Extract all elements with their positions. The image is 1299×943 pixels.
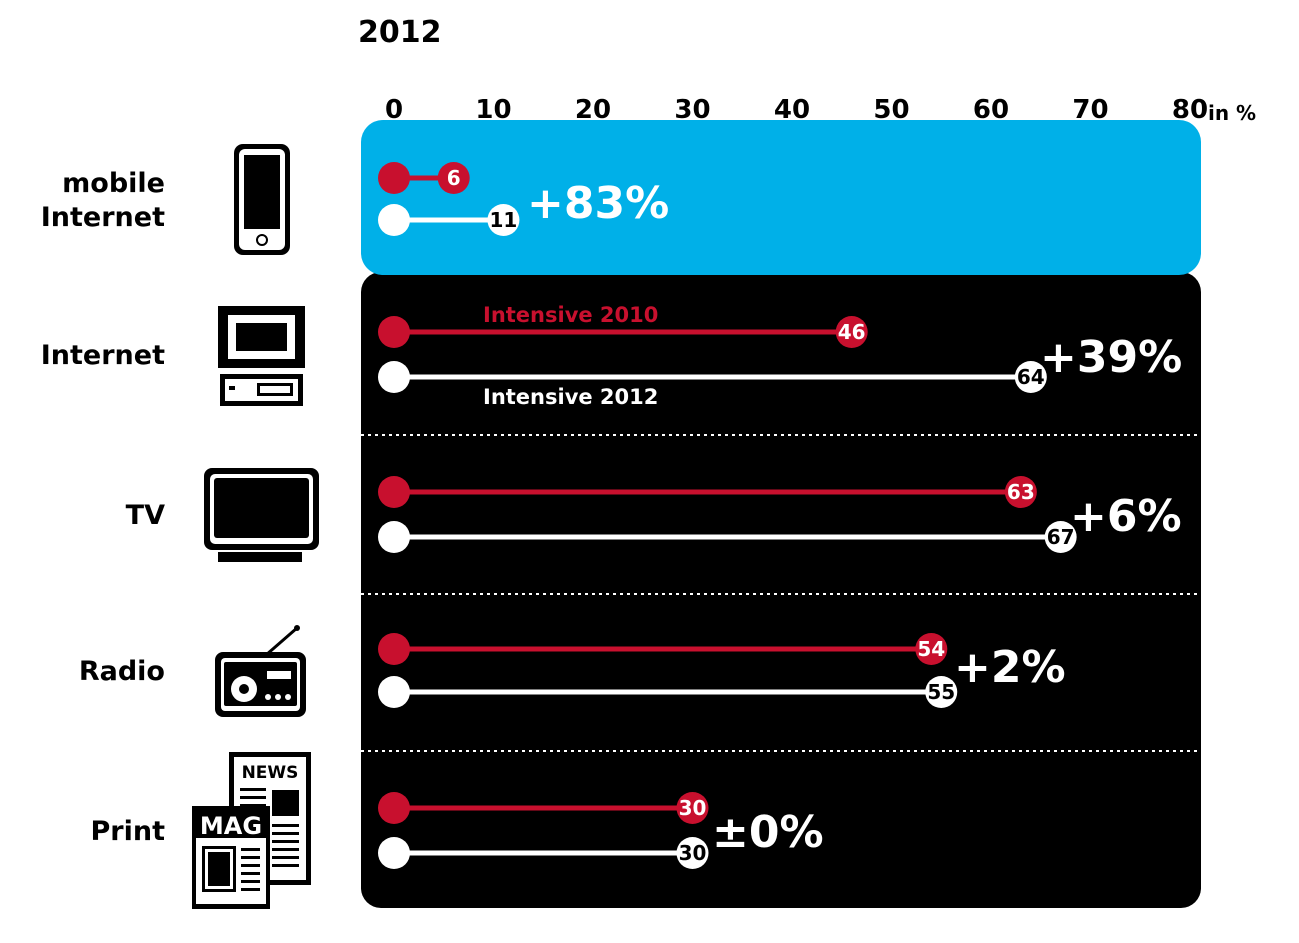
bar-2010-value-label: 6: [447, 166, 461, 190]
bar-2012-value-label: 64: [1017, 365, 1045, 389]
change-label: +83%: [527, 178, 669, 229]
change-label: +2%: [954, 642, 1066, 693]
bar-2012-value-label: 11: [490, 208, 518, 232]
change-label: +39%: [1040, 332, 1182, 383]
bar-2012-start-dot: [378, 837, 410, 869]
change-label: +6%: [1070, 491, 1182, 542]
category-label: Radio: [79, 656, 165, 687]
bar-2012-start-dot: [378, 521, 410, 553]
category-icons: NEWS MAG: [192, 144, 319, 909]
bar-2012-start-dot: [378, 361, 410, 393]
bar-2012-start-dot: [378, 676, 410, 708]
change-label: ±0%: [712, 807, 824, 858]
bar-2010-value-dot: [437, 162, 470, 194]
bar-2010-value-label: 30: [679, 796, 707, 820]
television-icon: [204, 468, 319, 562]
category-label: Print: [91, 816, 166, 847]
legend-label-2010: Intensive 2010: [483, 303, 658, 327]
axis-unit-label: in %: [1208, 101, 1256, 125]
bar-2010-value-dot: [915, 633, 948, 665]
bar-2012-value-label: 30: [679, 841, 707, 865]
bar-2012-value-dot: [1014, 361, 1047, 393]
newspaper-magazine-icon: NEWS MAG: [192, 752, 311, 909]
news-text: NEWS: [242, 763, 299, 783]
bar-2010-value-label: 63: [1007, 480, 1035, 504]
bar-2010-start-dot: [378, 316, 410, 348]
bar-2010-value-label: 46: [838, 320, 866, 344]
bar-2010-start-dot: [378, 792, 410, 824]
bar-2010-value-dot: [835, 316, 868, 348]
dark-panel: [361, 272, 1201, 908]
x-tick-label: 0: [385, 95, 403, 125]
bar-2012-value-label: 67: [1047, 525, 1075, 549]
desktop-computer-icon: [218, 306, 305, 406]
chart-rows: mobile Internet 6 11 +83% Internet 46 64+39% TV 6…: [41, 162, 1182, 869]
bar-2012-value-dot: [925, 676, 958, 708]
chart-title: 2012: [358, 15, 442, 50]
legend: Intensive 2010 Intensive 2012: [483, 303, 658, 409]
bar-2012-start-dot: [378, 204, 410, 236]
bar-2012-value-dot: [487, 204, 520, 236]
bar-2010-start-dot: [378, 162, 410, 194]
category-label: mobile Internet: [41, 168, 165, 233]
bar-2012-value-label: 55: [927, 680, 955, 704]
bar-2012-value-dot: [1044, 521, 1077, 553]
category-label: TV: [126, 500, 165, 531]
smartphone-icon: [234, 144, 290, 255]
mag-text: MAG: [200, 812, 262, 840]
row-dividers: [361, 434, 1201, 752]
bar-2010-value-dot: [1004, 476, 1037, 508]
mobile-highlight-panel: [361, 120, 1201, 275]
category-label: Internet: [41, 340, 165, 371]
bar-2012-value-dot: [676, 837, 709, 869]
bar-2010-value-dot: [676, 792, 709, 824]
legend-label-2012: Intensive 2012: [483, 385, 658, 409]
bar-2010-start-dot: [378, 476, 410, 508]
bar-2010-start-dot: [378, 633, 410, 665]
bar-2010-value-label: 54: [917, 637, 945, 661]
radio-icon: [215, 625, 306, 717]
